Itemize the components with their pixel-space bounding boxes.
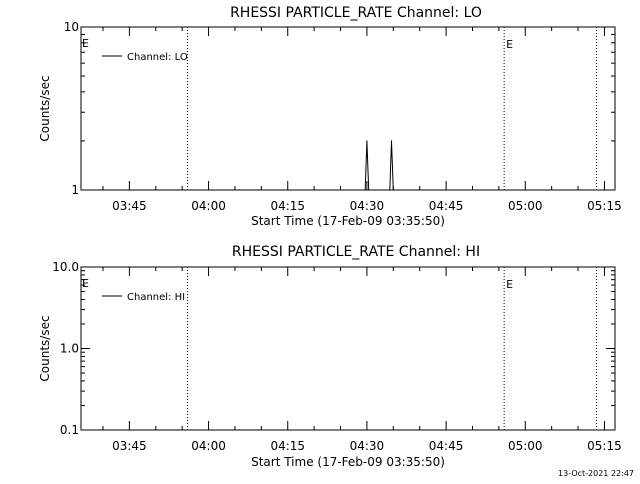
event-marker-label: E [506, 278, 513, 291]
x-tick-label: 04:45 [429, 439, 464, 453]
x-tick-label: 04:15 [270, 439, 305, 453]
series-line [364, 140, 394, 191]
y-axis-label: Counts/sec [38, 75, 52, 141]
legend-entry: Channel: HI [127, 292, 185, 303]
x-tick-label: 04:30 [350, 199, 385, 213]
corner-marker-label: E [82, 37, 89, 50]
y-tick-label: 0.1 [60, 423, 79, 437]
y-tick-label: 10 [64, 20, 79, 34]
y-tick-label: 1.0 [60, 342, 79, 356]
footer-timestamp: 13-Oct-2021 22:47 [558, 469, 634, 478]
chart-title: RHESSI PARTICLE_RATE Channel: HI [232, 244, 480, 260]
x-tick-label: 03:45 [112, 199, 147, 213]
x-tick-label: 05:00 [508, 199, 543, 213]
x-tick-label: 04:45 [429, 199, 464, 213]
y-tick-label: 1 [71, 183, 79, 197]
x-tick-label: 04:00 [191, 439, 226, 453]
x-tick-label: 05:15 [587, 199, 622, 213]
x-tick-label: 05:15 [587, 439, 622, 453]
chart-title: RHESSI PARTICLE_RATE Channel: LO [230, 5, 482, 21]
x-axis-label: Start Time (17-Feb-09 03:35:50) [251, 455, 445, 469]
y-tick-label: 10.0 [52, 260, 79, 274]
x-tick-label: 04:15 [270, 199, 305, 213]
legend-entry: Channel: LO [127, 52, 188, 63]
plot-frame [80, 26, 616, 191]
x-tick-label: 04:30 [350, 439, 385, 453]
x-tick-label: 03:45 [112, 439, 147, 453]
y-axis-label: Counts/sec [38, 315, 52, 381]
x-tick-label: 04:00 [191, 199, 226, 213]
x-axis-label: Start Time (17-Feb-09 03:35:50) [251, 214, 445, 228]
corner-marker-label: E [82, 277, 89, 290]
x-tick-label: 05:00 [508, 439, 543, 453]
event-marker-label: E [506, 38, 513, 51]
